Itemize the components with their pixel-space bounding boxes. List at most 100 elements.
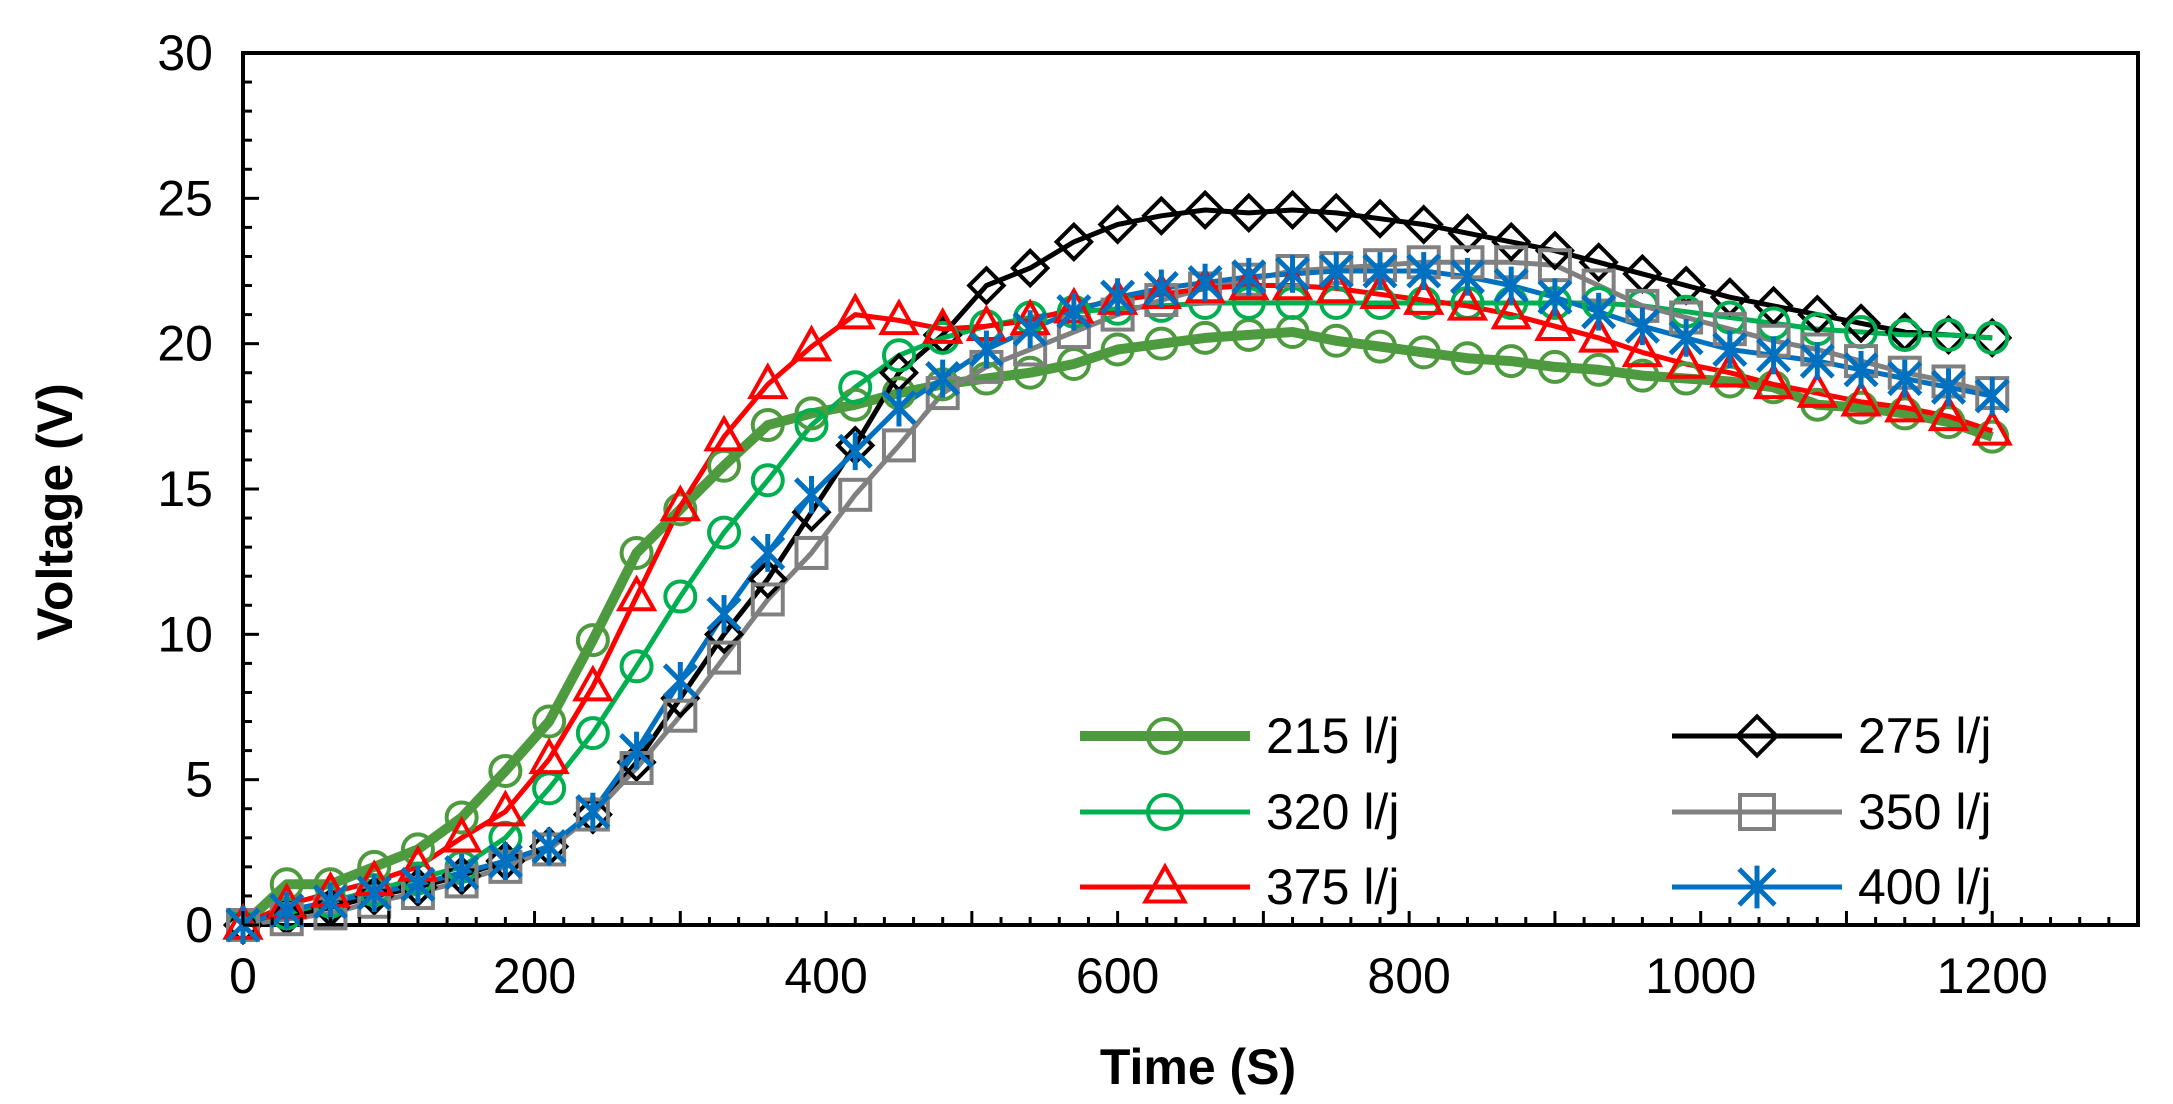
data-point — [1359, 198, 1401, 239]
data-point — [1840, 379, 1882, 417]
data-point — [1752, 362, 1795, 400]
data-point — [400, 865, 436, 904]
data-point — [1796, 370, 1838, 408]
data-point — [1319, 323, 1354, 358]
data-point — [615, 574, 658, 612]
data-point — [1577, 315, 1620, 353]
data-point — [572, 664, 614, 702]
data-point — [1887, 359, 1923, 398]
data-point — [663, 492, 698, 527]
data-point — [1403, 277, 1445, 315]
data-point — [750, 463, 785, 498]
data-point — [1315, 266, 1357, 304]
data-point — [1537, 278, 1573, 317]
legend-label: 400 l/j — [1858, 859, 1991, 915]
data-point — [966, 265, 1007, 306]
x-tick-label: 800 — [1367, 948, 1450, 1004]
data-point — [1581, 352, 1616, 387]
data-point — [794, 408, 829, 443]
legend-marker — [1738, 793, 1776, 831]
data-point — [707, 640, 742, 675]
data-point — [619, 535, 654, 570]
data-point — [838, 477, 873, 512]
data-point — [1581, 292, 1617, 331]
data-point — [1972, 317, 2013, 358]
data-point — [1668, 318, 1704, 357]
data-point — [1012, 310, 1048, 349]
y-tick-label: 15 — [157, 461, 213, 517]
y-tick-label: 0 — [185, 897, 213, 953]
y-tick-label: 5 — [185, 752, 213, 808]
data-point — [750, 534, 786, 572]
data-point — [1187, 263, 1223, 302]
data-point — [1013, 355, 1048, 390]
data-point — [487, 842, 523, 880]
data-point — [1097, 204, 1138, 245]
data-point — [1971, 408, 2013, 446]
data-point — [1141, 195, 1182, 236]
data-point — [619, 731, 655, 770]
x-tick-label: 1000 — [1645, 948, 1756, 1004]
data-point — [1797, 294, 1838, 335]
data-point — [1447, 213, 1488, 254]
data-point — [750, 582, 785, 617]
data-point — [572, 794, 613, 835]
legend-label: 350 l/j — [1858, 784, 1991, 840]
data-point — [488, 753, 523, 788]
x-tick-label: 400 — [784, 948, 867, 1004]
data-point — [968, 330, 1004, 369]
data-point — [1491, 221, 1532, 263]
data-point — [1231, 257, 1267, 296]
legend-item: 350 l/j — [1672, 784, 1991, 840]
legend-marker — [1146, 717, 1184, 755]
data-point — [356, 874, 392, 912]
data-point — [1887, 317, 1922, 352]
data-point — [1493, 266, 1529, 305]
y-tick-label: 25 — [157, 170, 213, 226]
data-point — [793, 475, 830, 514]
data-point — [575, 716, 610, 751]
legend-marker — [1142, 862, 1188, 904]
data-point — [1228, 192, 1269, 233]
data-point — [354, 875, 395, 917]
data-point — [616, 742, 657, 783]
data-point — [1843, 350, 1879, 389]
legend-marker — [1734, 713, 1780, 759]
data-point — [575, 623, 610, 658]
y-tick-label: 30 — [157, 25, 213, 81]
data-point — [1578, 242, 1619, 283]
data-point — [441, 855, 482, 896]
data-point — [1100, 278, 1136, 317]
data-point — [528, 737, 570, 775]
data-point — [834, 292, 876, 330]
data-point — [663, 698, 698, 733]
data-point — [1188, 320, 1223, 355]
data-point — [663, 579, 698, 614]
data-point — [1144, 326, 1179, 361]
data-point — [312, 882, 348, 921]
data-point — [1143, 269, 1179, 308]
legend-item: 375 l/j — [1080, 859, 1399, 915]
data-point — [747, 559, 788, 600]
data-point — [1931, 317, 1966, 352]
data-point — [1490, 292, 1532, 330]
data-point — [662, 661, 698, 700]
legend-item: 400 l/j — [1672, 859, 1991, 915]
data-point — [1840, 303, 1882, 344]
data-point — [444, 800, 479, 835]
data-point — [1053, 221, 1094, 263]
data-point — [1534, 304, 1576, 341]
data-point — [881, 428, 916, 463]
data-point — [1100, 332, 1135, 367]
data-point — [1403, 204, 1444, 245]
data-point — [794, 396, 829, 431]
data-point — [706, 595, 742, 633]
data-point — [1537, 349, 1572, 384]
data-point — [1624, 307, 1660, 346]
data-point — [1799, 342, 1835, 381]
data-point — [837, 432, 873, 471]
data-point — [838, 370, 873, 405]
data-point — [703, 414, 745, 452]
data-point — [444, 853, 480, 892]
data-point — [1534, 230, 1576, 271]
